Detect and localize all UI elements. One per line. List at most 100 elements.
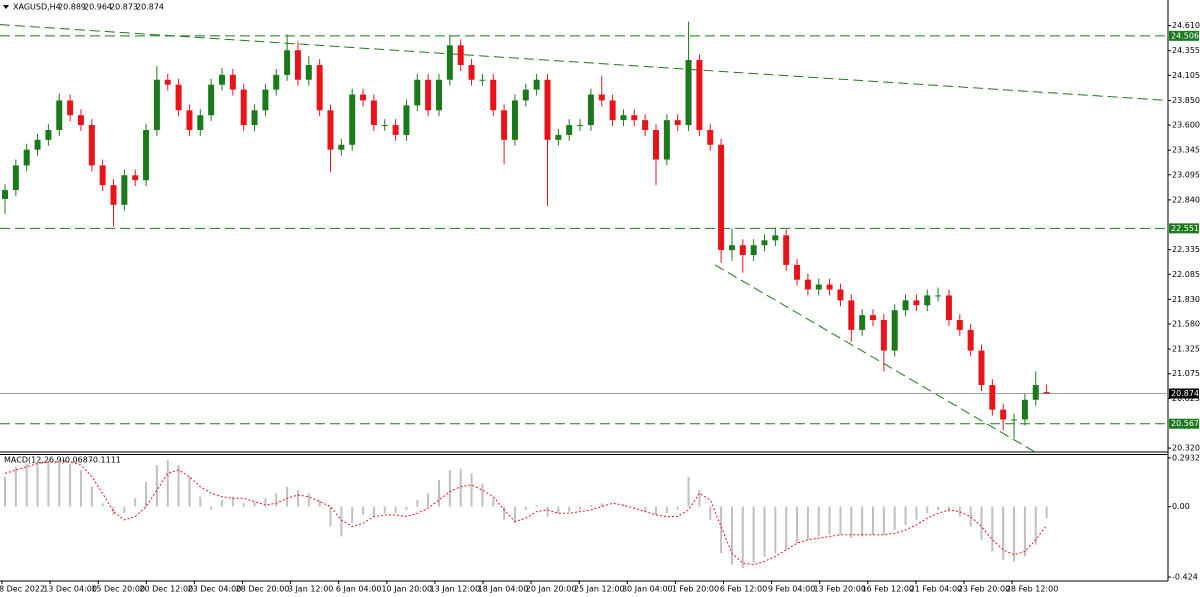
candle-body [685, 60, 692, 126]
macd-bar [448, 470, 451, 507]
macd-bar [79, 470, 82, 507]
x-tick-label: 6 Feb 12:00 [720, 585, 767, 594]
y-tick-label: 0.00 [1172, 502, 1190, 511]
candle-body [522, 89, 529, 101]
macd-bar [394, 506, 397, 514]
candle-body [479, 79, 486, 81]
candle-body [23, 149, 30, 166]
y-tick-label: 22.335 [1172, 245, 1200, 254]
x-tick-label: 18 Jan 04:00 [478, 585, 529, 594]
level-label-bg [1169, 223, 1199, 234]
x-tick-label: 6 Jan 04:00 [336, 585, 382, 594]
macd-bar [991, 506, 994, 552]
open-value: 20.889 [58, 3, 86, 12]
candle-body [880, 320, 887, 351]
y-tick-label: 22.085 [1172, 270, 1200, 279]
candle-body [338, 144, 345, 150]
candle-body [924, 295, 931, 306]
macd-bar [264, 498, 267, 507]
candle-body [978, 350, 985, 386]
candle-body [533, 79, 540, 90]
close-value: 20.874 [136, 3, 164, 12]
x-tick-label: 8 Dec 2022 [0, 585, 45, 594]
y-tick-label: 24.355 [1172, 46, 1200, 55]
macd-bar [275, 493, 278, 507]
candle-body [143, 129, 150, 181]
candle-body [902, 300, 909, 311]
candle-body [1000, 409, 1007, 420]
macd-bar [1002, 506, 1005, 560]
macd-bar [546, 506, 549, 517]
y-tick-label: 21.325 [1172, 345, 1200, 354]
macd-bar [785, 506, 788, 550]
macd-bar [470, 473, 473, 507]
macd-bar [296, 490, 299, 507]
candle-body [414, 79, 421, 106]
macd-bar [893, 506, 896, 530]
candle-body [587, 94, 594, 126]
candle-body [327, 110, 334, 150]
candle-body [88, 125, 95, 166]
y-tick-label: 23.600 [1172, 121, 1200, 130]
macd-bar [524, 506, 527, 510]
candle-body [967, 329, 974, 351]
macd-bar [351, 506, 354, 524]
signal-value: -0.1111 [90, 456, 121, 465]
y-tick-label: -0.424 [1172, 573, 1198, 582]
trendline [0, 24, 1169, 101]
macd-bar [796, 506, 799, 544]
macd-bar [492, 498, 495, 507]
candle-body [794, 264, 801, 280]
candle-body [511, 100, 518, 140]
candle-body [457, 45, 464, 65]
candle-body [284, 50, 291, 75]
y-tick-label: 21.830 [1172, 295, 1200, 304]
macd-bar [655, 506, 657, 515]
macd-bar [1045, 506, 1048, 519]
candle-body [815, 284, 822, 290]
y-tick-label: 23.345 [1172, 146, 1200, 155]
x-tick-label: 20 Dec 12:00 [139, 585, 193, 594]
candle-body [2, 190, 8, 199]
macd-bar [513, 506, 516, 524]
candle-body [989, 385, 996, 410]
y-tick-label: 24.610 [1172, 21, 1200, 30]
macd-title: MACD(12,26,9) [4, 456, 65, 465]
macd-bar [101, 503, 104, 507]
x-tick-label: 1 Feb 20:00 [672, 585, 719, 594]
macd-bar [958, 506, 961, 517]
candle-body [718, 144, 725, 251]
macd-bar [839, 506, 842, 535]
macd-bar [622, 504, 625, 507]
candle-body [956, 320, 963, 330]
candle-body [121, 175, 128, 205]
macd-bar [25, 463, 28, 507]
macd-bar [14, 466, 17, 507]
macd-bar [459, 468, 462, 507]
candle-body [859, 315, 866, 330]
candle-body [219, 74, 225, 85]
candle-body [826, 284, 833, 290]
macd-bar [1013, 506, 1016, 562]
candle-body [761, 240, 768, 246]
level-label-bg [1169, 418, 1199, 429]
macd-bar [134, 498, 137, 507]
current-price-bg [1169, 388, 1199, 399]
macd-bar [481, 483, 484, 507]
macd-bar [882, 506, 885, 535]
y-tick-label: 0.2932 [1172, 453, 1200, 462]
x-tick-label: 28 Feb 12:00 [1006, 585, 1058, 594]
macd-bar [872, 506, 874, 535]
candle-body [262, 89, 269, 111]
macd-bar [741, 506, 744, 569]
x-tick-label: 30 Jan 04:00 [622, 585, 673, 594]
macd-bar [926, 506, 929, 514]
macd-bar [383, 506, 386, 514]
candle-body [273, 74, 280, 90]
candle-body [153, 79, 160, 130]
candle-body [1021, 399, 1028, 420]
candle-body [1011, 419, 1018, 421]
candle-body [110, 185, 117, 205]
x-tick-label: 16 Feb 12:00 [862, 585, 914, 594]
macd-bar [980, 506, 983, 540]
